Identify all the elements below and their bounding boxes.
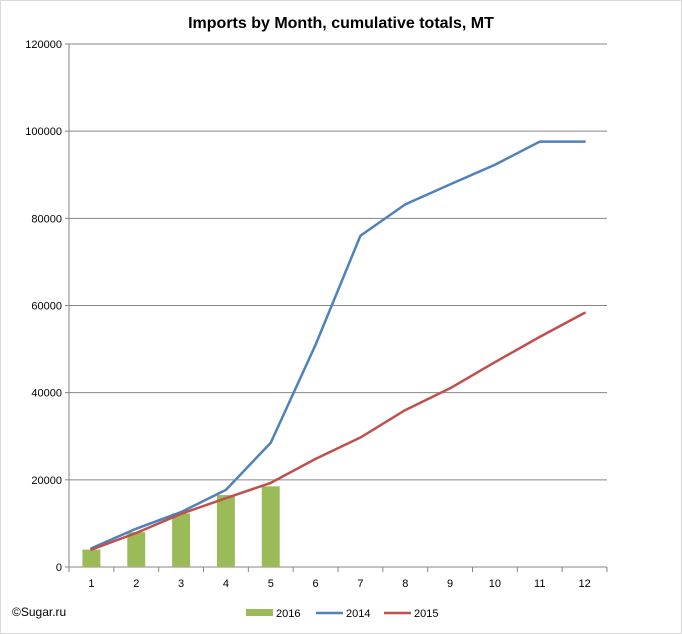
legend-label-2015: 2015 — [414, 608, 438, 620]
x-tick-label: 3 — [178, 578, 184, 590]
bar-2016-1 — [82, 549, 101, 567]
legend-label-2014: 2014 — [346, 608, 370, 620]
chart-title: Imports by Month, cumulative totals, MT — [188, 15, 494, 32]
bar-2016-4 — [216, 495, 235, 567]
x-tick-label: 9 — [447, 578, 453, 590]
series-line-2015 — [90, 311, 586, 551]
bar-2016-2 — [127, 532, 146, 567]
x-tick-label: 8 — [402, 578, 408, 590]
x-tick-label: 2 — [133, 578, 139, 590]
y-tick-label: 120000 — [25, 39, 62, 51]
x-tick-label: 11 — [534, 578, 545, 590]
credit-text: ©Sugar.ru — [12, 605, 66, 619]
x-tick-label: 5 — [268, 578, 274, 590]
y-tick-label: 20000 — [31, 475, 62, 487]
y-tick-label: 0 — [56, 562, 62, 574]
y-tick-label: 40000 — [31, 388, 62, 400]
legend-label-2016: 2016 — [276, 608, 300, 620]
bar-2016-3 — [172, 513, 191, 567]
x-tick-label: 4 — [223, 578, 229, 590]
x-tick-label: 10 — [489, 578, 501, 590]
y-tick-label: 100000 — [25, 126, 62, 138]
y-tick-label: 80000 — [31, 213, 62, 225]
y-tick-label: 60000 — [31, 301, 62, 313]
series-line-2014 — [90, 140, 586, 550]
x-tick-label: 7 — [357, 578, 363, 590]
bar-2016-5 — [261, 486, 280, 567]
x-tick-label: 6 — [313, 578, 319, 590]
x-tick-label: 1 — [88, 578, 94, 590]
legend-swatch-2016 — [246, 609, 273, 616]
x-tick-label: 12 — [578, 578, 590, 590]
